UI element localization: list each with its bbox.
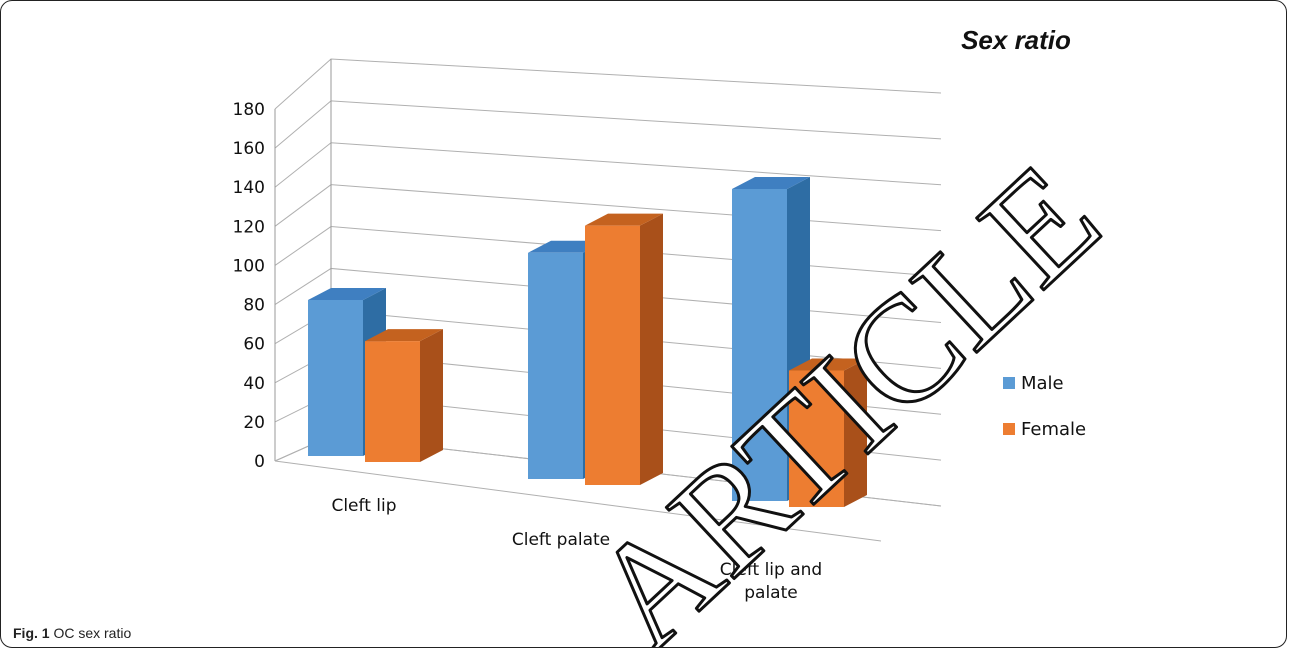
legend-label-female: Female xyxy=(1021,419,1086,440)
floor-front-edge xyxy=(274,460,882,542)
bar-front xyxy=(732,189,787,501)
bar-side xyxy=(844,358,867,507)
bars xyxy=(308,177,867,507)
y-tick-label: 60 xyxy=(243,335,265,355)
bar-front xyxy=(789,370,844,507)
category-labels: Cleft lip Cleft palate Cleft lip and palate xyxy=(331,496,822,603)
y-tick-label: 100 xyxy=(233,256,265,276)
legend: Male Female xyxy=(1003,373,1086,440)
gridline xyxy=(274,58,942,110)
legend-label-male: Male xyxy=(1021,373,1064,394)
category-label: palate xyxy=(744,583,797,603)
bar-top xyxy=(789,358,867,371)
legend-swatch-male xyxy=(1003,377,1015,389)
bar-front xyxy=(365,341,420,462)
bar-female-cleft-lip-and-palate xyxy=(789,358,867,507)
caption-text: OC sex ratio xyxy=(53,625,132,641)
y-tick-labels: 0 20 40 60 80 100 120 140 160 180 xyxy=(233,100,265,472)
y-tick-label: 20 xyxy=(243,413,265,433)
figure-caption: Fig. 1 OC sex ratio xyxy=(13,625,131,641)
category-label: Cleft palate xyxy=(512,530,610,550)
y-tick-label: 120 xyxy=(233,217,265,237)
bar-female-cleft-palate xyxy=(585,213,663,485)
y-tick-label: 180 xyxy=(233,100,265,120)
bar-side xyxy=(640,213,663,485)
category-label: Cleft lip xyxy=(331,496,396,516)
bar-top xyxy=(365,329,443,342)
bar-female-cleft-lip xyxy=(365,329,443,462)
caption-label: Fig. 1 xyxy=(13,625,50,641)
y-tick-label: 80 xyxy=(243,296,265,316)
bar-side xyxy=(420,329,443,462)
legend-swatch-female xyxy=(1003,423,1015,435)
y-tick-label: 140 xyxy=(233,178,265,198)
bar-top xyxy=(732,177,810,189)
y-tick-label: 40 xyxy=(243,374,265,394)
bar-front xyxy=(308,300,363,456)
y-tick-label: 160 xyxy=(233,139,265,159)
gridline xyxy=(274,142,942,188)
bar-front xyxy=(585,225,640,485)
y-tick-label: 0 xyxy=(254,452,265,472)
chart-title: Sex ratio xyxy=(961,25,1071,55)
category-label: Cleft lip and xyxy=(720,560,822,580)
bar-front xyxy=(528,252,583,479)
bar-top xyxy=(308,288,386,300)
bar-top xyxy=(585,213,663,226)
gridline xyxy=(274,100,942,149)
